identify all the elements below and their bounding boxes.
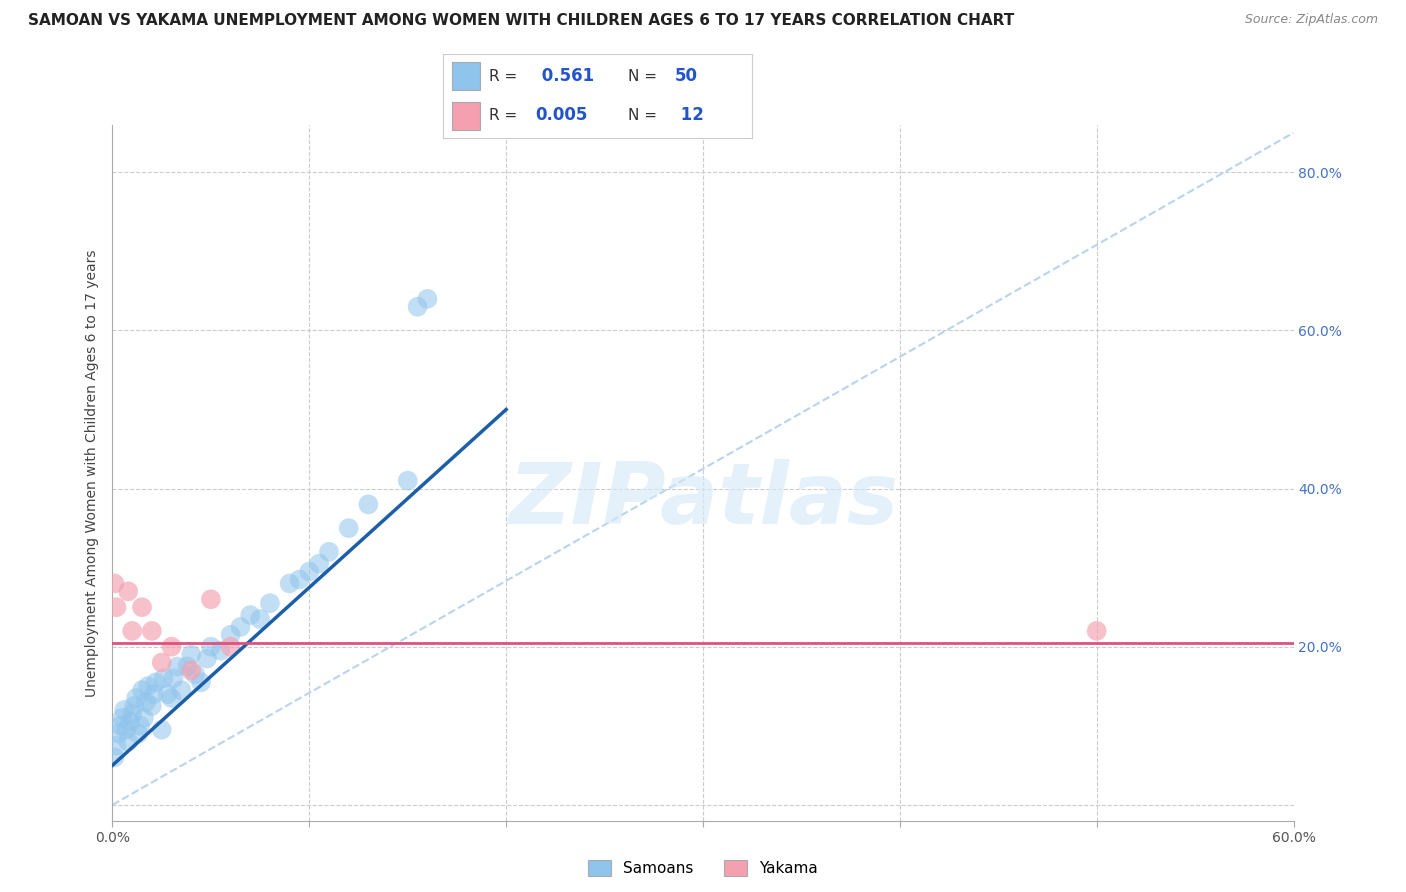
Bar bbox=[453, 102, 479, 130]
Point bbox=[229, 620, 252, 634]
Point bbox=[219, 628, 242, 642]
Point bbox=[200, 592, 222, 607]
Point bbox=[278, 576, 301, 591]
Text: 50: 50 bbox=[675, 68, 697, 86]
Bar bbox=[453, 62, 479, 90]
Point bbox=[156, 687, 179, 701]
Point bbox=[141, 624, 163, 638]
Point bbox=[337, 521, 360, 535]
Point bbox=[160, 640, 183, 654]
Y-axis label: Unemployment Among Women with Children Ages 6 to 17 years: Unemployment Among Women with Children A… bbox=[86, 249, 100, 697]
Point bbox=[200, 640, 222, 654]
Point bbox=[166, 659, 188, 673]
Text: ZIPatlas: ZIPatlas bbox=[508, 459, 898, 542]
Legend: Samoans, Yakama: Samoans, Yakama bbox=[582, 855, 824, 882]
Point bbox=[125, 691, 148, 706]
Point bbox=[180, 664, 202, 678]
Point bbox=[170, 683, 193, 698]
Point bbox=[141, 698, 163, 713]
Point bbox=[145, 675, 167, 690]
Point bbox=[152, 671, 174, 685]
Point bbox=[117, 584, 139, 599]
Point bbox=[184, 667, 207, 681]
Text: 0.561: 0.561 bbox=[536, 68, 593, 86]
Point bbox=[142, 687, 165, 701]
Point bbox=[150, 656, 173, 670]
Point bbox=[308, 557, 330, 571]
Point bbox=[117, 734, 139, 748]
Point bbox=[416, 292, 439, 306]
Point bbox=[107, 726, 129, 740]
Point bbox=[121, 706, 143, 721]
Point bbox=[103, 750, 125, 764]
Point bbox=[111, 711, 134, 725]
Point bbox=[195, 651, 218, 665]
Point bbox=[357, 497, 380, 511]
Point bbox=[131, 600, 153, 615]
Text: R =: R = bbox=[489, 108, 523, 123]
Point bbox=[120, 714, 142, 729]
Point bbox=[129, 719, 152, 733]
Point bbox=[190, 675, 212, 690]
Point bbox=[239, 608, 262, 623]
Text: N =: N = bbox=[628, 69, 662, 84]
Point bbox=[298, 565, 321, 579]
Point bbox=[396, 474, 419, 488]
Point bbox=[1085, 624, 1108, 638]
Point bbox=[176, 659, 198, 673]
Point bbox=[105, 600, 128, 615]
Text: R =: R = bbox=[489, 69, 523, 84]
Point bbox=[160, 691, 183, 706]
Point bbox=[105, 739, 128, 753]
Point bbox=[406, 300, 429, 314]
Point bbox=[249, 612, 271, 626]
Text: N =: N = bbox=[628, 108, 662, 123]
Point bbox=[131, 683, 153, 698]
Point bbox=[136, 679, 159, 693]
Point bbox=[110, 719, 132, 733]
Text: Source: ZipAtlas.com: Source: ZipAtlas.com bbox=[1244, 13, 1378, 27]
Point bbox=[162, 671, 184, 685]
Text: 0.005: 0.005 bbox=[536, 106, 588, 124]
Text: 12: 12 bbox=[675, 106, 704, 124]
Point bbox=[209, 643, 232, 657]
Point bbox=[127, 726, 149, 740]
Point bbox=[259, 596, 281, 610]
Point bbox=[115, 723, 138, 737]
Point bbox=[219, 640, 242, 654]
Point bbox=[112, 703, 135, 717]
Text: SAMOAN VS YAKAMA UNEMPLOYMENT AMONG WOMEN WITH CHILDREN AGES 6 TO 17 YEARS CORRE: SAMOAN VS YAKAMA UNEMPLOYMENT AMONG WOME… bbox=[28, 13, 1014, 29]
Point bbox=[122, 698, 145, 713]
Point bbox=[288, 573, 311, 587]
Point bbox=[121, 624, 143, 638]
Point bbox=[132, 711, 155, 725]
Point bbox=[180, 648, 202, 662]
Point bbox=[150, 723, 173, 737]
Point bbox=[318, 545, 340, 559]
Point bbox=[135, 695, 157, 709]
Point bbox=[103, 576, 125, 591]
